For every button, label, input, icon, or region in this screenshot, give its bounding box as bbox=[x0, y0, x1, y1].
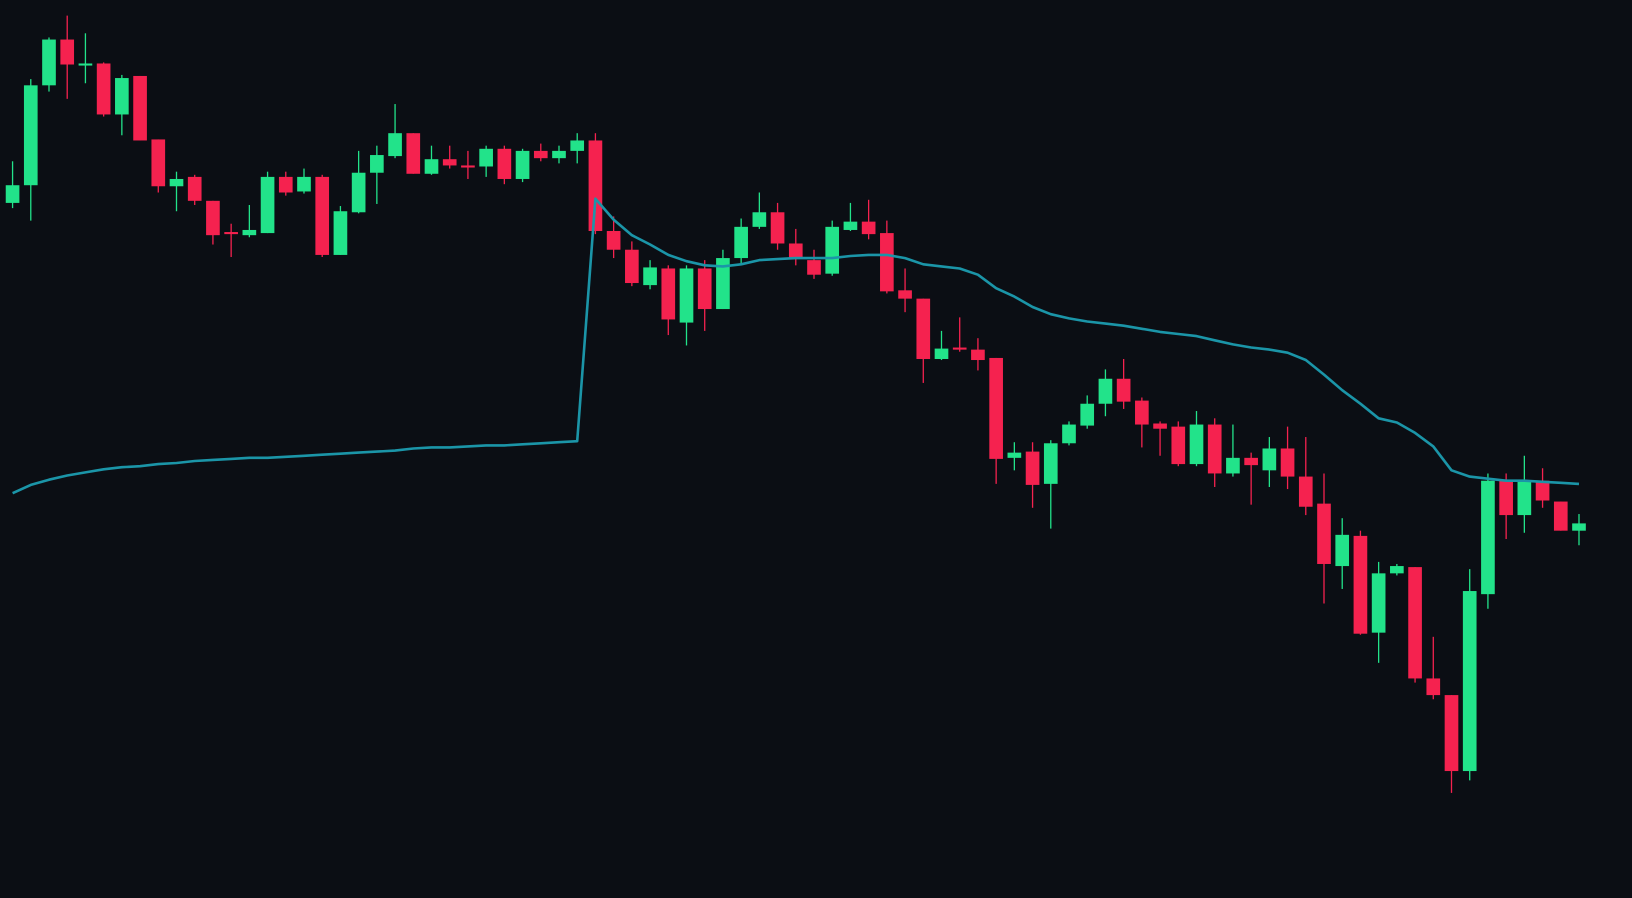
candle-body bbox=[187, 176, 202, 201]
candle-body bbox=[1298, 476, 1313, 507]
candle-body bbox=[297, 176, 311, 192]
candle-body bbox=[206, 200, 220, 236]
candle-body bbox=[825, 226, 840, 274]
candle-body bbox=[1171, 426, 1186, 465]
candle-body bbox=[169, 178, 184, 187]
candle-body bbox=[1098, 378, 1113, 404]
candle-body bbox=[1262, 448, 1277, 471]
candle-body bbox=[697, 268, 712, 310]
candle-body bbox=[1353, 535, 1368, 634]
candle-body bbox=[752, 212, 767, 227]
candle-body bbox=[1390, 566, 1404, 574]
candle-body bbox=[1517, 480, 1532, 516]
candle-body bbox=[497, 148, 512, 179]
line-series bbox=[12, 197, 1580, 495]
candle-body bbox=[1317, 503, 1331, 564]
candle-body bbox=[78, 63, 93, 66]
candle-body bbox=[1244, 457, 1258, 466]
candle-body bbox=[388, 133, 402, 157]
candle-body bbox=[552, 150, 566, 159]
candle-body bbox=[770, 212, 785, 244]
candle-body bbox=[952, 347, 967, 350]
candle-body bbox=[1572, 523, 1586, 531]
candle-body bbox=[1408, 567, 1422, 679]
candle-body bbox=[133, 75, 147, 141]
candle-body bbox=[643, 267, 657, 286]
candle-body bbox=[971, 349, 985, 361]
candle-body bbox=[1226, 457, 1240, 474]
candle-body bbox=[242, 229, 257, 236]
candle-body bbox=[843, 221, 858, 230]
candle-body bbox=[898, 290, 912, 299]
candle-body bbox=[679, 268, 694, 323]
candle-body bbox=[442, 159, 457, 166]
candle-body bbox=[788, 243, 803, 259]
candle-body bbox=[351, 172, 366, 213]
candle-body bbox=[1426, 678, 1441, 696]
candle-body bbox=[989, 357, 1003, 459]
candle-body bbox=[479, 148, 493, 167]
candle-body bbox=[1116, 378, 1131, 402]
candle-body bbox=[1462, 591, 1477, 772]
candle-body bbox=[1207, 424, 1222, 474]
candle-body bbox=[5, 185, 20, 203]
candle-body bbox=[1481, 480, 1495, 595]
candle-body bbox=[60, 39, 75, 65]
candle-body bbox=[1007, 452, 1022, 458]
candle-body bbox=[1080, 403, 1095, 426]
candle-body bbox=[661, 268, 676, 320]
candle-body bbox=[1062, 424, 1076, 444]
candle-body bbox=[406, 133, 421, 174]
candle-body bbox=[880, 233, 894, 292]
candle-body bbox=[151, 139, 166, 187]
candle-body bbox=[1499, 480, 1513, 516]
candle-body bbox=[424, 159, 439, 174]
candle-body bbox=[606, 231, 621, 250]
candle-body bbox=[934, 348, 949, 359]
candle-body bbox=[224, 232, 238, 235]
candle-body bbox=[461, 165, 475, 168]
candle-body bbox=[1153, 423, 1167, 429]
candle-body bbox=[625, 249, 639, 284]
candle-body bbox=[515, 150, 530, 179]
candle-body bbox=[1043, 443, 1058, 484]
candle-body bbox=[916, 298, 931, 359]
candle-body bbox=[42, 39, 56, 86]
candle-body bbox=[115, 78, 129, 115]
candle-body bbox=[1335, 534, 1350, 567]
candle-body bbox=[333, 211, 348, 255]
candle-body bbox=[570, 140, 585, 151]
candle-body bbox=[1189, 424, 1204, 465]
candle-body bbox=[278, 176, 293, 193]
candle-body bbox=[1371, 573, 1386, 633]
candle-body bbox=[861, 221, 876, 235]
candle-body bbox=[1025, 451, 1040, 485]
candle-body bbox=[23, 85, 38, 186]
candle-body bbox=[96, 63, 111, 115]
candle-body bbox=[716, 258, 730, 310]
candle-body bbox=[588, 140, 603, 232]
candle-body bbox=[1135, 400, 1149, 425]
candle-body bbox=[807, 260, 821, 275]
candle-body bbox=[1553, 501, 1568, 531]
candle-body bbox=[1444, 695, 1459, 772]
candle-body bbox=[734, 226, 748, 259]
candle-body bbox=[260, 176, 275, 234]
candle-body bbox=[370, 155, 384, 173]
candle-body bbox=[1280, 448, 1295, 477]
candle-body bbox=[1535, 480, 1550, 501]
candle-body bbox=[533, 150, 548, 159]
candle-body bbox=[315, 176, 330, 255]
